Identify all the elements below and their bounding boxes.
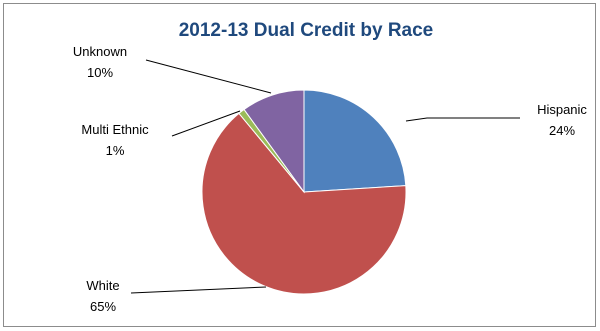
label-percent-white: 65% [90,299,116,314]
leader-line-hispanic [405,117,520,122]
leader-line-unknown [145,59,272,94]
leader-line-white [130,286,267,294]
label-percent-hispanic: 24% [549,123,575,138]
label-name-unknown: Unknown [73,44,127,59]
pie-slice-white [201,112,407,295]
label-name-hispanic: Hispanic [537,102,587,117]
pie-slices [201,89,407,295]
data-labels: Hispanic 24% White 65% Multi Ethnic 1% Unknown… [73,44,588,314]
chart-title: 2012-13 Dual Credit by Race [178,20,434,41]
label-percent-multi-ethnic: 1% [106,143,125,158]
label-name-multi-ethnic: Multi Ethnic [81,122,149,137]
pie-slice-unknown [243,89,305,194]
pie-slice-hispanic [303,89,407,193]
label-percent-unknown: 10% [87,65,113,80]
leader-lines [130,59,520,294]
label-name-white: White [86,278,119,293]
leader-line-multi-ethnic [171,110,241,137]
